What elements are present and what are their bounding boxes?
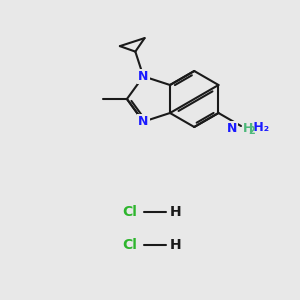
Text: H: H <box>243 122 254 135</box>
Text: H: H <box>170 238 182 252</box>
Text: N: N <box>227 122 237 135</box>
Text: N: N <box>138 70 148 83</box>
Text: N: N <box>138 115 148 128</box>
Text: H: H <box>170 205 182 219</box>
Text: Cl: Cl <box>123 238 137 252</box>
Text: NH₂: NH₂ <box>244 121 270 134</box>
Text: Cl: Cl <box>123 205 137 219</box>
Text: 2: 2 <box>248 127 255 136</box>
